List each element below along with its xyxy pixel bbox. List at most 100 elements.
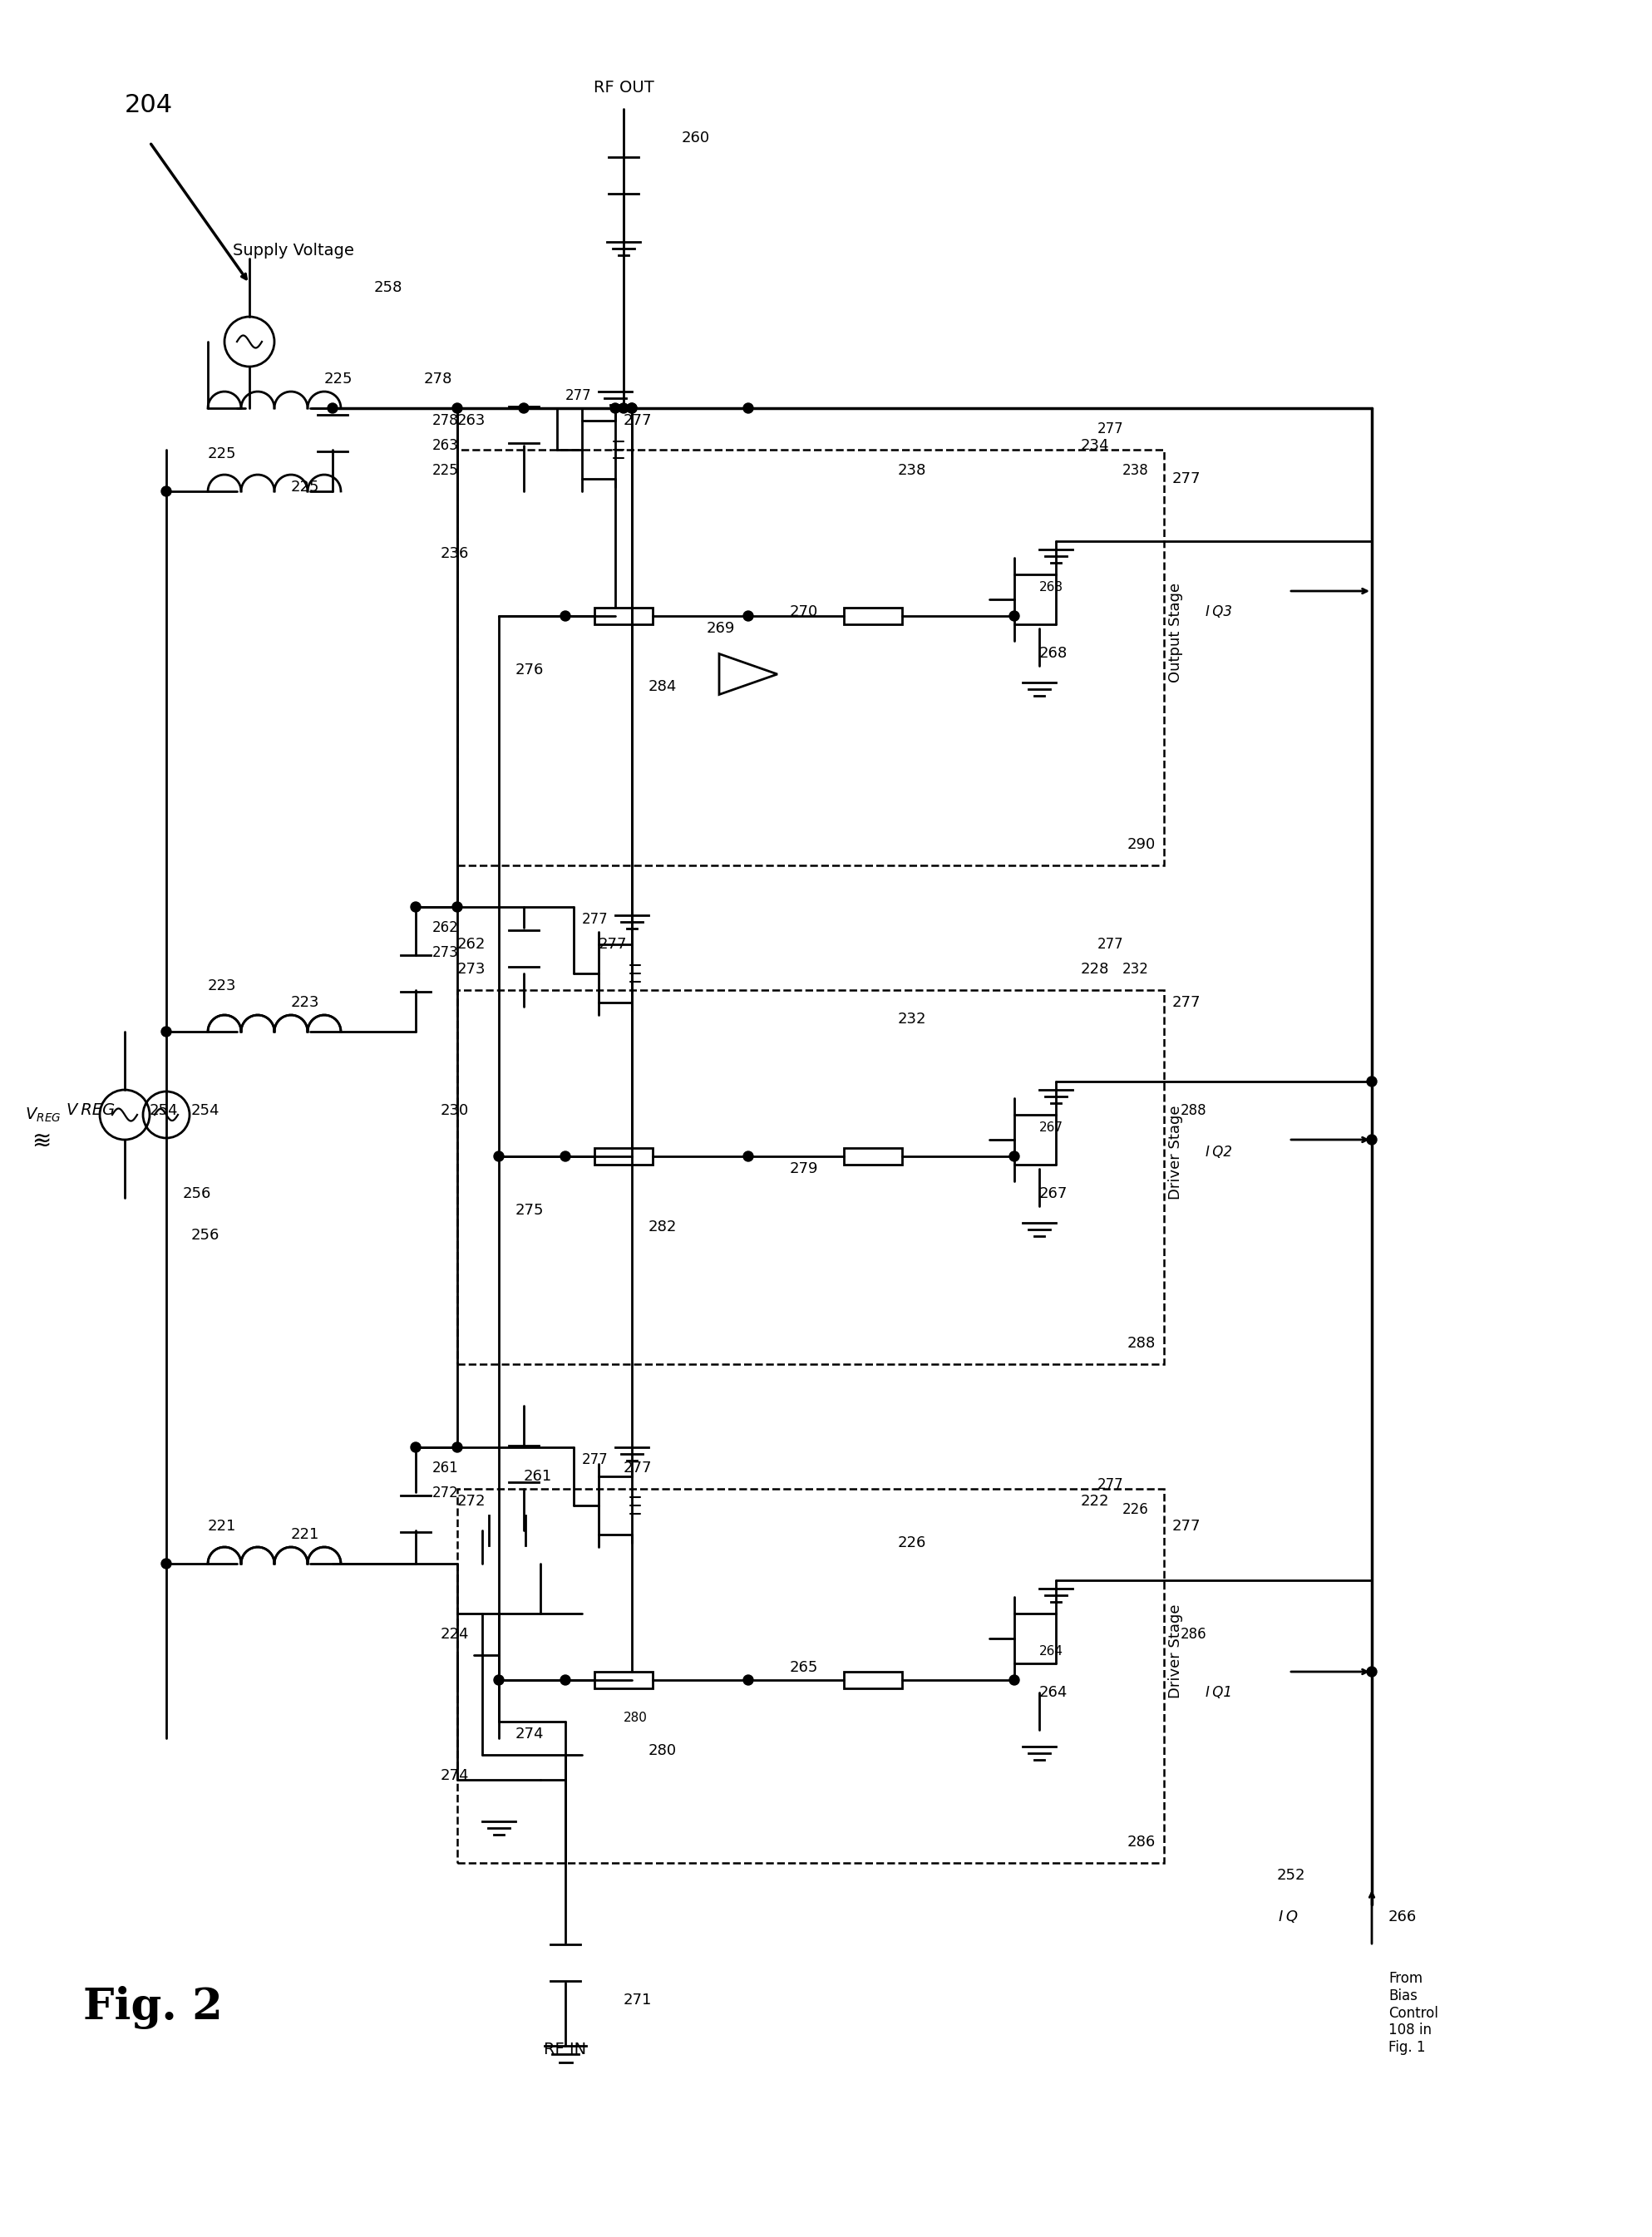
Text: 262: 262: [458, 937, 486, 951]
Text: V REG: V REG: [66, 1103, 116, 1118]
Text: 269: 269: [707, 622, 735, 635]
Text: 230: 230: [441, 1103, 469, 1118]
Text: 284: 284: [649, 680, 677, 693]
Text: 223: 223: [291, 995, 320, 1011]
Bar: [595, 1671, 653, 1689]
Text: 271: 271: [623, 1993, 653, 2007]
Text: Driver Stage: Driver Stage: [1168, 1105, 1183, 1199]
Text: 282: 282: [649, 1219, 677, 1235]
Text: 225: 225: [433, 463, 459, 479]
Text: 277: 277: [1173, 995, 1201, 1011]
Text: 266: 266: [1388, 1910, 1417, 1924]
Bar: [595, 608, 653, 624]
Circle shape: [743, 611, 753, 622]
Text: 234: 234: [1080, 438, 1110, 454]
Text: 254: 254: [192, 1103, 220, 1118]
Text: 277: 277: [598, 937, 628, 951]
Text: 252: 252: [1277, 1868, 1305, 1884]
Circle shape: [626, 403, 638, 414]
Circle shape: [162, 1027, 172, 1036]
Text: V$_{REG}$: V$_{REG}$: [25, 1105, 61, 1123]
Text: 204: 204: [124, 94, 173, 116]
Text: 268: 268: [1039, 582, 1064, 593]
Text: 223: 223: [208, 978, 236, 993]
Circle shape: [618, 403, 628, 414]
Circle shape: [1009, 1152, 1019, 1161]
Text: 272: 272: [433, 1485, 459, 1501]
Text: 267: 267: [1039, 1186, 1067, 1201]
Text: RF OUT: RF OUT: [593, 81, 654, 96]
Text: 277: 277: [582, 913, 608, 926]
Text: 264: 264: [1039, 1684, 1067, 1700]
Circle shape: [494, 1152, 504, 1161]
Text: 286: 286: [1181, 1626, 1208, 1642]
Text: 256: 256: [183, 1186, 211, 1201]
Circle shape: [162, 485, 172, 497]
Text: 280: 280: [649, 1743, 677, 1758]
Circle shape: [1366, 1667, 1376, 1678]
Circle shape: [1366, 1134, 1376, 1145]
Text: 261: 261: [524, 1470, 552, 1483]
Bar: [844, 1671, 902, 1689]
Text: 267: 267: [1039, 1121, 1064, 1134]
Circle shape: [411, 902, 421, 913]
Text: 277: 277: [565, 389, 591, 403]
Bar: [595, 1148, 653, 1165]
Circle shape: [327, 403, 337, 414]
Text: 238: 238: [1122, 463, 1148, 479]
Text: 280: 280: [623, 1711, 648, 1725]
Text: 225: 225: [291, 479, 320, 494]
Text: 263: 263: [433, 438, 459, 454]
Text: 265: 265: [790, 1660, 818, 1676]
Circle shape: [560, 611, 570, 622]
Text: 277: 277: [1097, 937, 1123, 951]
Text: 256: 256: [192, 1228, 220, 1244]
Text: 263: 263: [458, 414, 486, 427]
Text: 288: 288: [1127, 1335, 1156, 1351]
Text: 276: 276: [515, 662, 544, 678]
Text: Fig. 2: Fig. 2: [83, 1986, 223, 2029]
Text: 277: 277: [582, 1452, 608, 1467]
Circle shape: [411, 1443, 421, 1452]
Text: 275: 275: [515, 1204, 544, 1217]
Text: I Q: I Q: [1279, 1910, 1298, 1924]
Text: 286: 286: [1127, 1834, 1156, 1850]
Text: From
Bias
Control
108 in
Fig. 1: From Bias Control 108 in Fig. 1: [1388, 1971, 1439, 2056]
Text: 238: 238: [899, 463, 927, 479]
Text: 225: 225: [208, 447, 236, 461]
Text: Output Stage: Output Stage: [1168, 582, 1183, 682]
Circle shape: [453, 403, 463, 414]
Text: Driver Stage: Driver Stage: [1168, 1604, 1183, 1698]
Text: 254: 254: [150, 1103, 178, 1118]
Text: I Q1: I Q1: [1206, 1684, 1232, 1700]
Circle shape: [743, 403, 753, 414]
Text: 232: 232: [1122, 962, 1148, 978]
Text: 274: 274: [441, 1767, 469, 1783]
Circle shape: [626, 403, 638, 414]
Text: 278: 278: [425, 371, 453, 387]
Text: 270: 270: [790, 604, 818, 620]
Text: 277: 277: [623, 1461, 653, 1476]
Circle shape: [453, 1443, 463, 1452]
Text: 224: 224: [441, 1626, 469, 1642]
Text: 260: 260: [682, 130, 710, 145]
Text: 222: 222: [1080, 1494, 1110, 1508]
Bar: [844, 1148, 902, 1165]
Circle shape: [1009, 1676, 1019, 1684]
Text: 273: 273: [433, 946, 459, 960]
Circle shape: [519, 403, 529, 414]
Text: ≋: ≋: [31, 1130, 51, 1152]
Bar: [458, 450, 1165, 866]
Text: 277: 277: [1173, 472, 1201, 485]
Text: 226: 226: [899, 1535, 927, 1550]
Text: 273: 273: [458, 962, 486, 978]
Text: 228: 228: [1080, 962, 1110, 978]
Text: 290: 290: [1127, 837, 1156, 852]
Text: 278: 278: [433, 414, 459, 427]
Bar: [458, 1490, 1165, 1863]
Circle shape: [1366, 1076, 1376, 1087]
Circle shape: [610, 403, 620, 414]
Text: 264: 264: [1039, 1644, 1064, 1658]
Text: I Q2: I Q2: [1206, 1145, 1232, 1159]
Text: 221: 221: [208, 1519, 236, 1535]
